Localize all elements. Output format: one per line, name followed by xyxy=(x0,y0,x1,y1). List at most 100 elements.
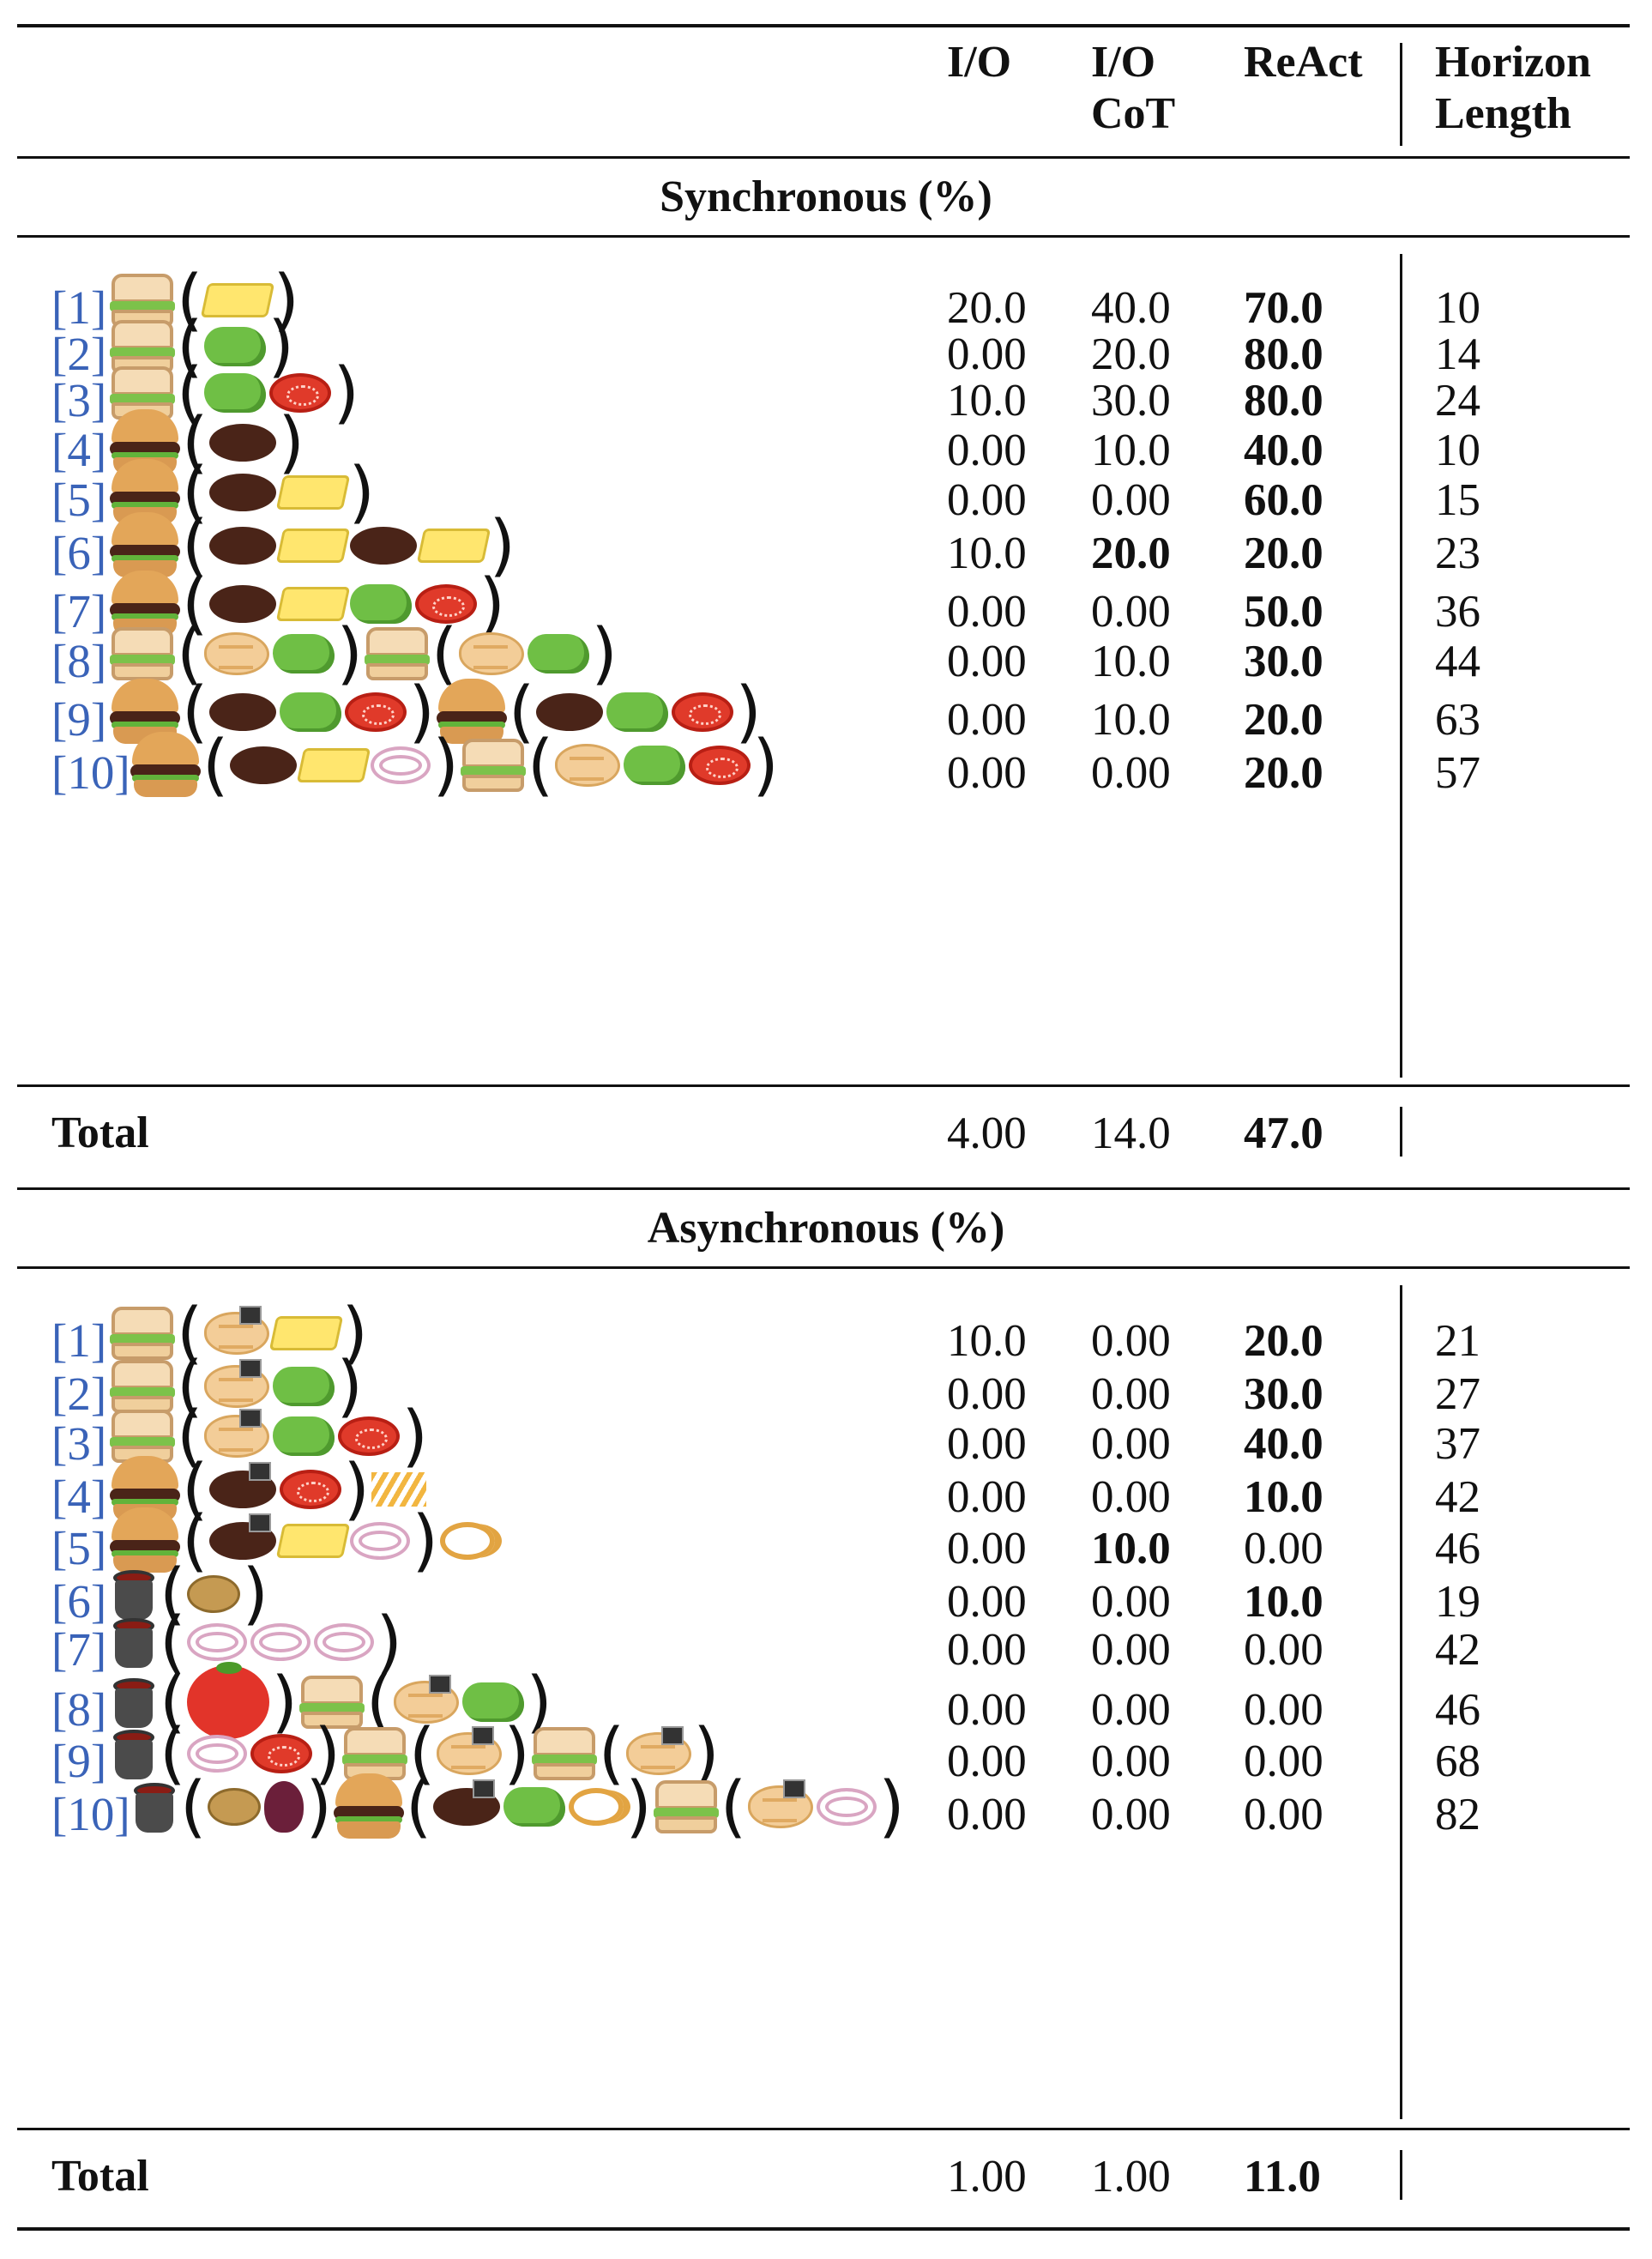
citation-link[interactable]: [1] xyxy=(51,281,107,334)
recipe-icons: () xyxy=(110,1348,363,1425)
horizon-length-value: 19 xyxy=(1435,1577,1480,1627)
paren-icon: ( xyxy=(365,1664,393,1741)
header-io-cot-line2: CoT xyxy=(1091,89,1176,138)
patty-cooking-icon xyxy=(209,1462,277,1508)
io-value: 0.00 xyxy=(947,1472,1027,1522)
async-total-react: 11.0 xyxy=(1244,2152,1321,2202)
paren-icon: ) xyxy=(693,1715,720,1792)
chicken-cooking-icon xyxy=(394,1675,460,1724)
async-row-4: [4]() 0.00 0.00 10.0 42 xyxy=(0,1455,1652,1524)
citation-link[interactable]: [9] xyxy=(51,693,107,746)
citation-link[interactable]: [6] xyxy=(51,527,107,579)
citation-link[interactable]: [4] xyxy=(51,1471,107,1523)
horizon-length-value: 10 xyxy=(1435,283,1480,333)
header-io: I/O xyxy=(947,38,1012,87)
onion-ring-icon xyxy=(314,1623,375,1661)
citation-link[interactable]: [5] xyxy=(51,474,107,526)
paren-icon: ( xyxy=(182,454,208,531)
async-title-rule xyxy=(17,1266,1630,1269)
sync-row-1: [1]() 20.0 40.0 70.0 10 xyxy=(0,266,1652,335)
patty-icon xyxy=(209,474,277,511)
cheese-icon xyxy=(276,529,351,563)
patty-icon xyxy=(536,693,604,731)
onion-ring-icon xyxy=(817,1788,877,1826)
lettuce-icon xyxy=(606,692,669,732)
io-value: 20.0 xyxy=(947,283,1027,333)
io-value: 10.0 xyxy=(947,1316,1027,1366)
citation-link[interactable]: [8] xyxy=(51,635,107,687)
citation-link[interactable]: [5] xyxy=(51,1522,107,1574)
io-cot-value: 0.00 xyxy=(1091,1790,1171,1839)
react-value: 70.0 xyxy=(1244,283,1323,333)
io-value: 0.00 xyxy=(947,1524,1027,1573)
paren-icon: ) xyxy=(625,1768,652,1845)
io-value: 0.00 xyxy=(947,748,1027,798)
pot-icon xyxy=(110,1726,158,1781)
sync-row-9: [9]()() 0.00 10.0 20.0 63 xyxy=(0,678,1652,746)
cheese-icon xyxy=(276,475,351,510)
react-value: 40.0 xyxy=(1244,1419,1323,1469)
potato-icon xyxy=(208,1788,262,1826)
react-value: 20.0 xyxy=(1244,695,1323,745)
async-row-7: [7]() 0.00 0.00 0.00 42 xyxy=(0,1608,1652,1676)
paren-icon: ( xyxy=(177,262,203,339)
paren-icon: ( xyxy=(182,565,208,643)
sandwich-icon xyxy=(110,274,175,327)
citation-link[interactable]: [7] xyxy=(51,585,107,637)
citation-link[interactable]: [9] xyxy=(51,1735,107,1787)
citation-link[interactable]: [3] xyxy=(51,1417,107,1470)
sync-row-4: [4]() 0.00 10.0 40.0 10 xyxy=(0,408,1652,477)
header-react: ReAct xyxy=(1244,38,1363,87)
patty-icon xyxy=(209,424,277,462)
async-row-9: [9]()()() 0.00 0.00 0.00 68 xyxy=(0,1719,1652,1788)
chicken-cooking-icon xyxy=(204,1409,270,1458)
citation-link[interactable]: [7] xyxy=(51,1623,107,1676)
onion-rings-icon xyxy=(439,1522,495,1560)
recipe-icons: () xyxy=(110,1555,268,1633)
react-value: 0.00 xyxy=(1244,1737,1323,1786)
recipe-icons: () () () xyxy=(130,1768,905,1845)
async-total-vline xyxy=(1400,2150,1402,2200)
async-total-row: Total 1.00 1.00 11.0 xyxy=(0,2135,1652,2203)
chicken-icon xyxy=(204,632,270,675)
sync-row-10: [10]()() 0.00 0.00 20.0 57 xyxy=(0,731,1652,800)
citation-link[interactable]: [6] xyxy=(51,1575,107,1628)
paren-icon: ) xyxy=(343,1451,370,1528)
paren-icon: ) xyxy=(479,565,505,643)
patty-icon xyxy=(350,527,418,565)
io-cot-value: 10.0 xyxy=(1091,1524,1171,1573)
citation-link[interactable]: [10] xyxy=(51,1788,130,1840)
citation-link[interactable]: [2] xyxy=(51,1368,107,1420)
citation-link[interactable]: [4] xyxy=(51,424,107,476)
paren-icon: ) xyxy=(376,1604,402,1681)
lettuce-icon xyxy=(204,327,267,366)
paren-icon: ( xyxy=(180,1768,207,1845)
recipe-icons: () xyxy=(110,511,515,580)
async-row-6: [6]() 0.00 0.00 10.0 19 xyxy=(0,1560,1652,1628)
paren-icon: ) xyxy=(503,1715,530,1792)
sandwich-icon xyxy=(531,1727,597,1780)
io-value: 0.00 xyxy=(947,1577,1027,1627)
lettuce-icon xyxy=(462,1682,525,1722)
sandwich-icon xyxy=(110,1307,175,1360)
citation-link[interactable]: [1] xyxy=(51,1314,107,1367)
react-value: 0.00 xyxy=(1244,1685,1323,1735)
paren-icon: ( xyxy=(160,1555,186,1633)
tomato-slice-icon xyxy=(269,373,332,413)
paren-icon: ) xyxy=(735,673,762,751)
paren-icon: ) xyxy=(273,262,299,339)
io-value: 0.00 xyxy=(947,695,1027,745)
horizon-length-value: 15 xyxy=(1435,475,1480,525)
citation-link[interactable]: [2] xyxy=(51,328,107,380)
paren-icon: ( xyxy=(202,727,229,804)
paren-icon: ) xyxy=(336,1348,363,1425)
citation-link[interactable]: [3] xyxy=(51,374,107,426)
citation-link[interactable]: [8] xyxy=(51,1683,107,1736)
io-cot-value: 0.00 xyxy=(1091,1577,1171,1627)
tomato-slice-icon xyxy=(415,584,478,624)
horizon-length-value: 57 xyxy=(1435,748,1480,798)
citation-link[interactable]: [10] xyxy=(51,746,130,799)
lettuce-icon xyxy=(204,373,267,413)
sync-total-label: Total xyxy=(51,1108,149,1157)
async-total-label: Total xyxy=(51,2152,149,2201)
